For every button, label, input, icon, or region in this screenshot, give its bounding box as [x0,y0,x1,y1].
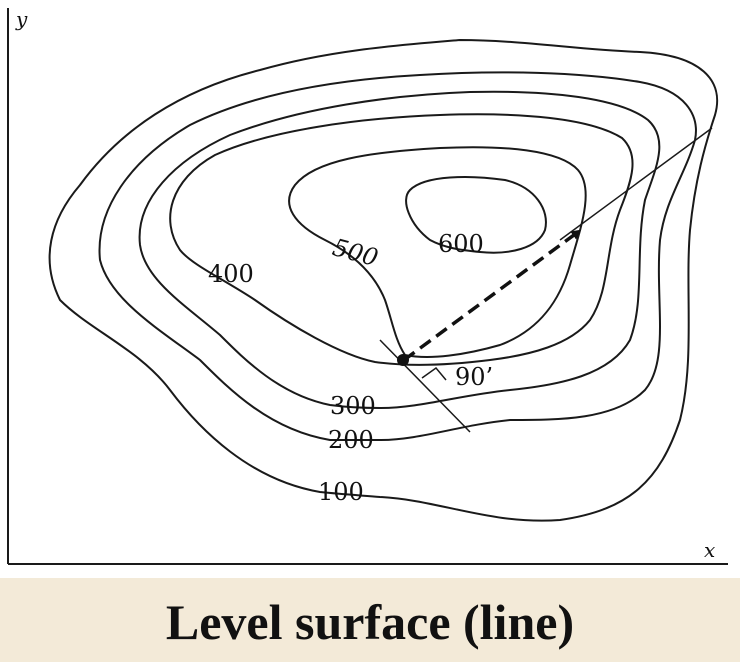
contour-line-400 [169,113,634,366]
contour-line-300 [138,90,661,409]
level-label-500: 500 [330,233,381,272]
contour-line-600 [405,176,547,254]
x-axis-label: x [704,538,715,562]
level-label-600: 600 [438,230,484,258]
contour-line-100 [48,39,719,522]
angle-label: 90’ [455,363,493,391]
level-label-200: 200 [328,426,374,454]
level-label-300: 300 [330,392,376,420]
tangent-line [379,339,471,433]
y-axis-label: y [15,7,28,31]
right-angle-marker [421,366,447,381]
contour-figure-panel: y x 600 5 [0,0,740,578]
level-label-400: 400 [208,260,254,288]
reference-line [559,127,713,241]
contour-line-200 [98,71,697,441]
contour-map: y x 600 5 [7,7,728,565]
level-point [397,354,409,366]
gradient-arrow [402,229,582,362]
slide-caption: Level surface (line) [165,594,575,650]
level-label-100: 100 [318,478,364,506]
contour-line-500 [288,146,587,358]
